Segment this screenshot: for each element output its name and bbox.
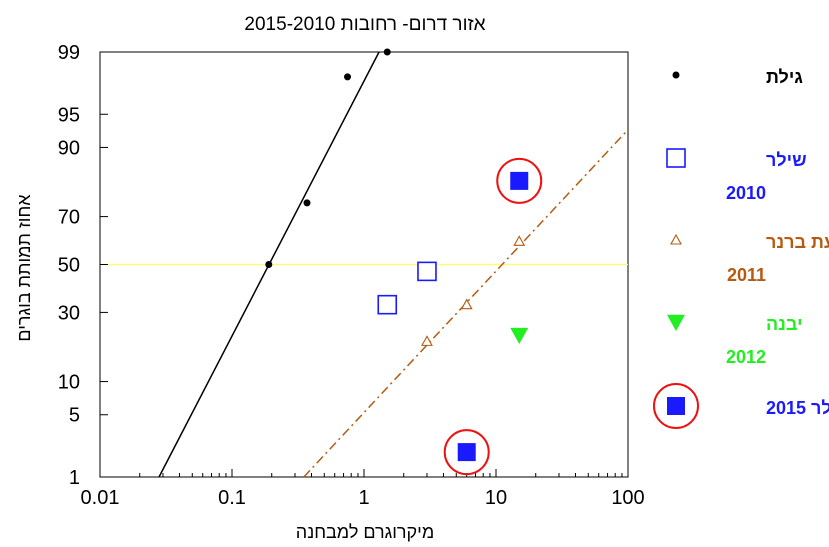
y-tick-label: 50 [58, 255, 80, 277]
point-marker [510, 172, 528, 190]
data-point [497, 159, 541, 203]
x-tick-label: 100 [611, 487, 644, 509]
legend-label: שילר [766, 150, 807, 170]
x-axis-label: מיקרוגרם למבחנה [296, 522, 434, 542]
legend-label-year: 2011 [727, 265, 766, 285]
data-point [265, 261, 272, 268]
data-point [510, 328, 528, 344]
data-point [418, 262, 436, 280]
x-tick-label: 10 [485, 487, 507, 509]
point-marker [304, 199, 311, 206]
y-tick-label: 95 [58, 104, 80, 126]
point-marker [344, 73, 351, 80]
point-marker [514, 236, 524, 245]
point-marker [671, 235, 681, 244]
legend-label: שילר 2015 [766, 398, 829, 418]
data-point [304, 199, 311, 206]
x-tick-label: 1 [358, 487, 369, 509]
legend-item: שילר 2015 [654, 384, 829, 428]
x-tick-label: 0.1 [218, 487, 246, 509]
y-tick-label: 70 [58, 207, 80, 229]
data-point [445, 430, 489, 474]
y-tick-label: 1 [69, 467, 80, 489]
point-marker [667, 397, 685, 415]
y-tick-label: 99 [58, 42, 80, 64]
point-marker [510, 328, 528, 344]
point-marker [458, 443, 476, 461]
point-marker [384, 49, 391, 56]
point-marker [667, 315, 685, 331]
y-tick-label: 10 [58, 372, 80, 394]
y-tick-label: 90 [58, 137, 80, 159]
legend-label: גילת [766, 67, 803, 87]
legend-label: יבנה [766, 314, 803, 334]
chart-title: אזור דרום- רחובות 2015-2010 [244, 14, 485, 35]
point-marker [673, 72, 680, 79]
legend-label: גבעת ברנר [766, 232, 829, 252]
point-marker [265, 261, 272, 268]
point-marker [378, 296, 396, 314]
legend-label-year: 2012 [726, 347, 766, 367]
data-point [344, 73, 351, 80]
y-axis-label: אחוז תמותת בוגרים [14, 194, 34, 342]
x-tick-label: 0.01 [81, 487, 120, 509]
point-marker [462, 300, 472, 309]
point-marker [418, 262, 436, 280]
data-point [378, 296, 396, 314]
data-point [514, 236, 524, 245]
legend-item: גילת [673, 67, 804, 87]
y-tick-label: 5 [69, 405, 80, 427]
point-marker [667, 149, 685, 167]
data-point [384, 49, 391, 56]
y-tick-label: 30 [58, 302, 80, 324]
legend-label-year: 2010 [726, 183, 766, 203]
data-point [462, 300, 472, 309]
